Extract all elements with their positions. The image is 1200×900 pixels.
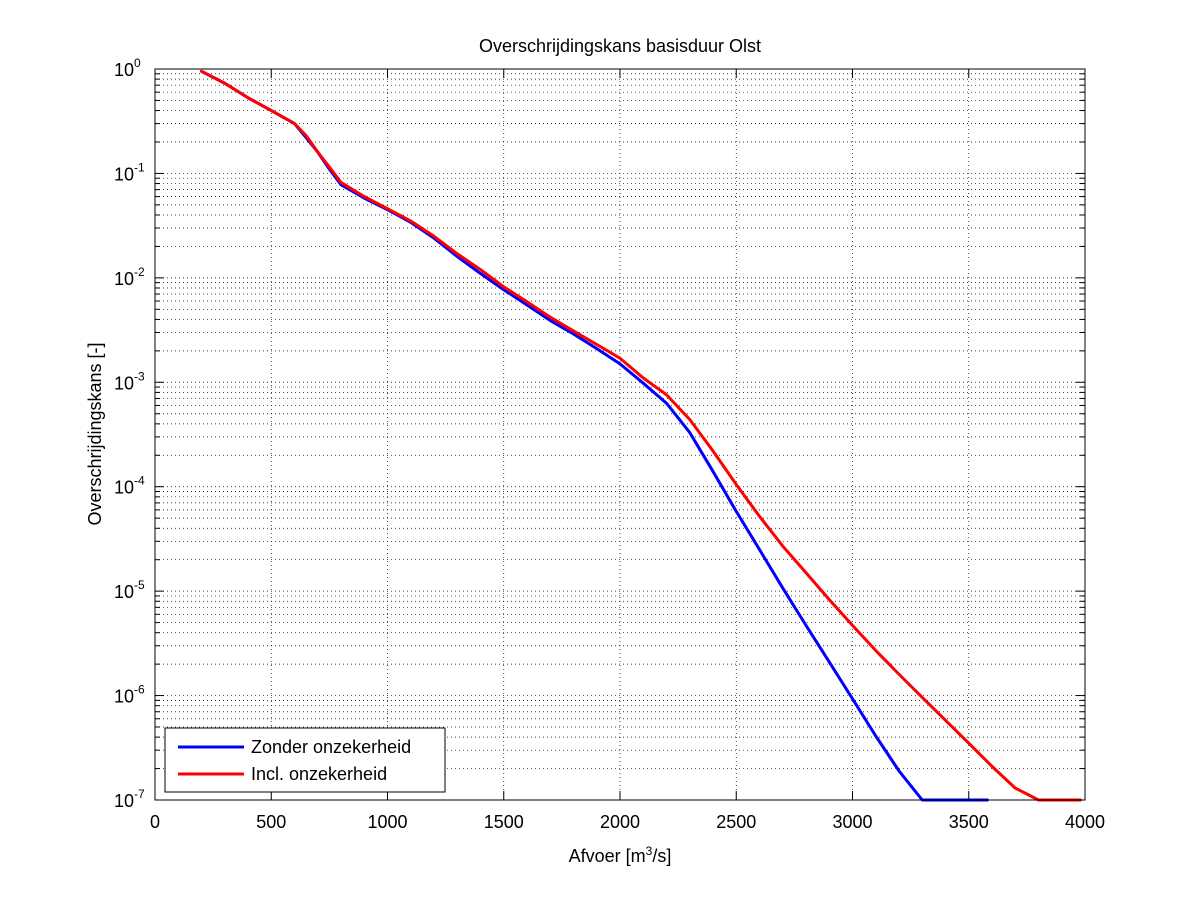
x-tick-label: 500 — [256, 812, 286, 832]
legend: Zonder onzekerheid Incl. onzekerheid — [164, 727, 446, 793]
plot-area — [155, 69, 1085, 800]
legend-box — [164, 727, 446, 793]
x-tick-label: 0 — [150, 812, 160, 832]
x-tick-label: 4000 — [1065, 812, 1105, 832]
x-axis-label-superscript: 3 — [646, 844, 653, 858]
y-tick-label: 10-5 — [114, 578, 145, 602]
series-line-incl-onzekerheid — [200, 69, 1082, 802]
y-tick-label: 10-3 — [114, 369, 145, 393]
y-tick-label: 10-6 — [114, 683, 145, 707]
x-tick-label: 2500 — [716, 812, 756, 832]
axis-ticks — [154, 69, 1086, 800]
y-tick-label: 100 — [114, 56, 141, 80]
y-tick-label: 10-2 — [114, 265, 145, 289]
y-tick-label: 10-1 — [114, 160, 145, 184]
legend-label-zonder: Zonder onzekerheid — [251, 737, 411, 757]
y-tick-labels: 100 10-1 10-2 10-3 10-4 10-5 10-6 10-7 — [114, 56, 145, 811]
x-axis-label: Afvoer [m3/s] — [569, 844, 672, 866]
x-tick-label: 1500 — [484, 812, 524, 832]
x-tick-label: 3500 — [949, 812, 989, 832]
y-axis-label: Overschrijdingskans [-] — [85, 342, 105, 525]
x-tick-label: 3000 — [832, 812, 872, 832]
x-tick-label: 1000 — [367, 812, 407, 832]
chart-title: Overschrijdingskans basisduur Olst — [479, 36, 761, 56]
grid-lines — [155, 69, 1085, 800]
series-layer — [200, 69, 1082, 802]
y-tick-label: 10-7 — [114, 787, 145, 811]
x-tick-labels: 0 500 1000 1500 2000 2500 3000 3500 4000 — [150, 812, 1105, 832]
legend-label-incl: Incl. onzekerheid — [251, 764, 387, 784]
y-tick-label: 10-4 — [114, 474, 145, 498]
x-tick-label: 2000 — [600, 812, 640, 832]
